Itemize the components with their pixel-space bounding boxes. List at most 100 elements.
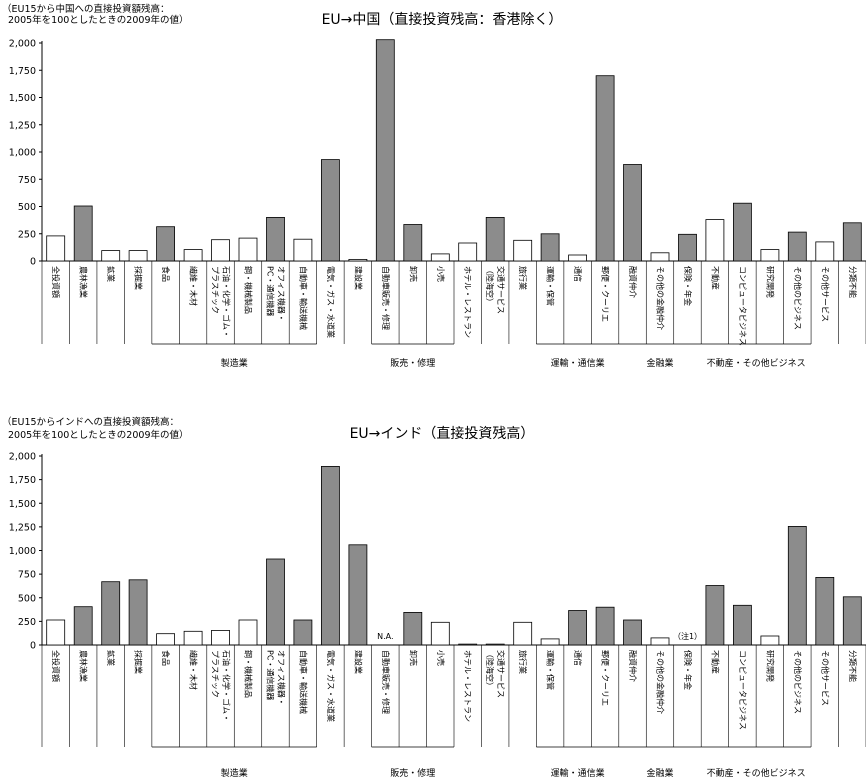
x-tick-label: 建設業 [353, 650, 363, 674]
x-tick-label: その他のビジネス [793, 650, 803, 714]
y-tick-label: 250 [18, 617, 36, 628]
x-tick-label: 農林漁業 [79, 650, 89, 682]
x-tick-label: 運輸・保管 [546, 266, 556, 306]
bar [266, 216, 285, 262]
x-tick-label: （陸海空） [485, 266, 495, 306]
y-axis-label: 2005年を100としたときの2009年の値） [8, 14, 189, 26]
bar [293, 619, 313, 646]
x-tick-label: 建設業 [353, 266, 363, 290]
y-tick-label: 0 [30, 641, 36, 652]
bar [375, 39, 395, 262]
bar [705, 585, 725, 646]
bar [485, 643, 505, 646]
bar [787, 231, 807, 262]
bar [540, 233, 560, 262]
x-tick-label: 旅行業 [518, 266, 528, 290]
bar [815, 241, 835, 262]
chart-title: EU→中国（直接投資残高：香港除く） [322, 11, 563, 28]
bar [430, 253, 450, 262]
y-tick-label: 1,000 [9, 546, 36, 557]
group-label: 製造業 [221, 767, 248, 779]
group-label: 販売・修理 [390, 357, 435, 369]
x-tick-label: 研究開発 [765, 266, 775, 298]
x-tick-label: その他のビジネス [793, 266, 803, 330]
y-tick-label: 1,250 [9, 120, 36, 131]
x-tick-label: 農林漁業 [79, 266, 89, 298]
x-tick-label: 全投資額 [51, 266, 61, 298]
bar [650, 637, 670, 646]
x-tick-label: 食品 [161, 266, 171, 282]
bar [513, 621, 533, 646]
x-tick-label: プラスチック [211, 650, 220, 698]
x-tick-label: コンピュータビジネス [738, 650, 747, 730]
x-tick-label: 自動車・輸送機械 [298, 650, 308, 714]
bar [293, 238, 313, 262]
chart-panel-1: EU→中国（直接投資残高：香港除く） （EU15から中国への直接投資額残高：200… [2, 3, 866, 369]
bar [458, 643, 478, 646]
bar [101, 581, 121, 646]
x-tick-label: 通信 [573, 650, 583, 666]
x-tick-label: 繊維・木材 [189, 266, 199, 306]
x-tick-label: ホテル・レストラン [463, 266, 472, 338]
x-tick-label: （陸海空） [485, 650, 495, 690]
bar [128, 250, 148, 262]
x-tick-label: 鋼・機械製品 [244, 266, 254, 314]
x-tick-label: その他サービス [820, 266, 830, 322]
y-tick-label: 1,000 [9, 148, 36, 159]
x-tick-label: 保険・年金 [683, 266, 693, 306]
bar [320, 159, 340, 262]
bar [403, 224, 423, 262]
bar [73, 205, 93, 262]
x-tick-label: 鉱業 [106, 266, 116, 282]
x-tick-label: 交通サービス [496, 650, 506, 698]
annotation-note: N.A. [377, 632, 393, 641]
group-label: 金融業 [646, 357, 673, 369]
x-tick-label: 電気・ガス・水道業 [326, 266, 336, 338]
bar [733, 202, 752, 262]
y-tick-label: 250 [18, 229, 36, 240]
group-label: 不動産・その他ビジネス [707, 357, 806, 369]
group-label: 不動産・その他ビジネス [707, 767, 806, 779]
bar [595, 75, 615, 262]
bar [183, 249, 203, 262]
y-tick-label: 750 [18, 570, 36, 581]
x-tick-label: 鉱業 [106, 650, 116, 666]
bar [513, 239, 533, 262]
annotation-note: （注1） [673, 631, 702, 641]
group-label: 運輸・通信業 [551, 767, 605, 779]
group-label: 運輸・通信業 [551, 357, 605, 369]
x-tick-label: PC・通信機器 [266, 266, 276, 316]
bar [760, 635, 780, 646]
bar [238, 237, 258, 262]
chart-panel-2: EU→インド（直接投資残高） （EU15からインドへの直接投資額残高：2005年を… [2, 416, 866, 779]
y-tick-label: 1,500 [9, 93, 36, 104]
bar [623, 164, 642, 262]
y-tick-label: 500 [18, 202, 36, 213]
bar [73, 606, 93, 646]
bar [458, 242, 478, 262]
bar [568, 610, 587, 646]
x-tick-label: 通信 [573, 266, 583, 282]
y-tick-label: 1,250 [9, 522, 36, 533]
chart-title: EU→インド（直接投資残高） [350, 425, 535, 442]
bar [568, 254, 587, 262]
x-tick-label: 分類不能 [848, 266, 858, 298]
x-tick-label: その他の金融仲介 [656, 650, 666, 714]
bar [156, 226, 176, 262]
bar [46, 235, 66, 262]
bar [211, 630, 230, 646]
x-tick-label: 小売 [436, 266, 446, 282]
x-tick-label: 卸売 [408, 650, 418, 666]
bar [211, 239, 230, 262]
x-tick-label: 自動車販売・修理 [381, 266, 391, 330]
x-tick-label: 鋼・機械製品 [244, 650, 254, 698]
bar [485, 216, 505, 262]
x-tick-label: 郵便・クーリエ [601, 266, 611, 322]
x-tick-label: PC・通信機器 [266, 650, 276, 700]
x-tick-label: 不動産 [710, 266, 720, 290]
bar [320, 465, 340, 646]
bar [46, 619, 66, 646]
bar [733, 604, 752, 646]
x-tick-label: その他サービス [820, 650, 830, 706]
y-tick-label: 1,500 [9, 499, 36, 510]
